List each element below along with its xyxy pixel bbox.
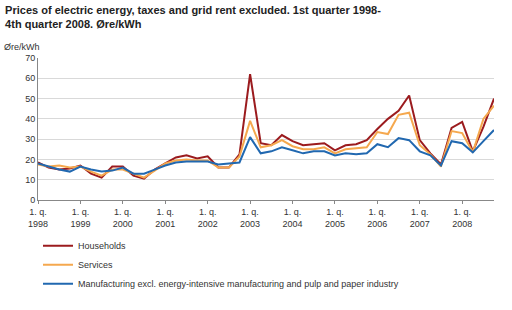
- svg-text:40: 40: [25, 114, 35, 124]
- svg-text:1. q.2008: 1. q.2008: [452, 207, 472, 229]
- svg-text:Prices of electric energy, tax: Prices of electric energy, taxes and gri…: [5, 4, 381, 30]
- svg-text:10: 10: [25, 175, 35, 185]
- svg-text:Manufacturing excl. energy-int: Manufacturing excl. energy-intensive man…: [78, 279, 399, 289]
- svg-text:20: 20: [25, 155, 35, 165]
- svg-text:1. q.2001: 1. q.2001: [155, 207, 175, 229]
- svg-text:1. q.1998: 1. q.1998: [28, 207, 48, 229]
- svg-text:30: 30: [25, 134, 35, 144]
- svg-text:Households: Households: [78, 241, 126, 251]
- svg-text:1. q.2004: 1. q.2004: [282, 207, 302, 229]
- svg-text:Services: Services: [78, 260, 113, 270]
- svg-text:60: 60: [25, 73, 35, 83]
- svg-text:1. q.2006: 1. q.2006: [367, 207, 387, 229]
- svg-text:1. q.1999: 1. q.1999: [70, 207, 90, 229]
- svg-text:1. q.2005: 1. q.2005: [325, 207, 345, 229]
- svg-text:70: 70: [25, 53, 35, 63]
- svg-text:0: 0: [30, 195, 35, 205]
- svg-text:1. q.2002: 1. q.2002: [198, 207, 218, 229]
- svg-text:50: 50: [25, 94, 35, 104]
- svg-text:1. q.2007: 1. q.2007: [410, 207, 430, 229]
- svg-text:1. q.2000: 1. q.2000: [113, 207, 133, 229]
- svg-text:1. q.2003: 1. q.2003: [240, 207, 260, 229]
- svg-text:Øre/kWh: Øre/kWh: [4, 42, 40, 52]
